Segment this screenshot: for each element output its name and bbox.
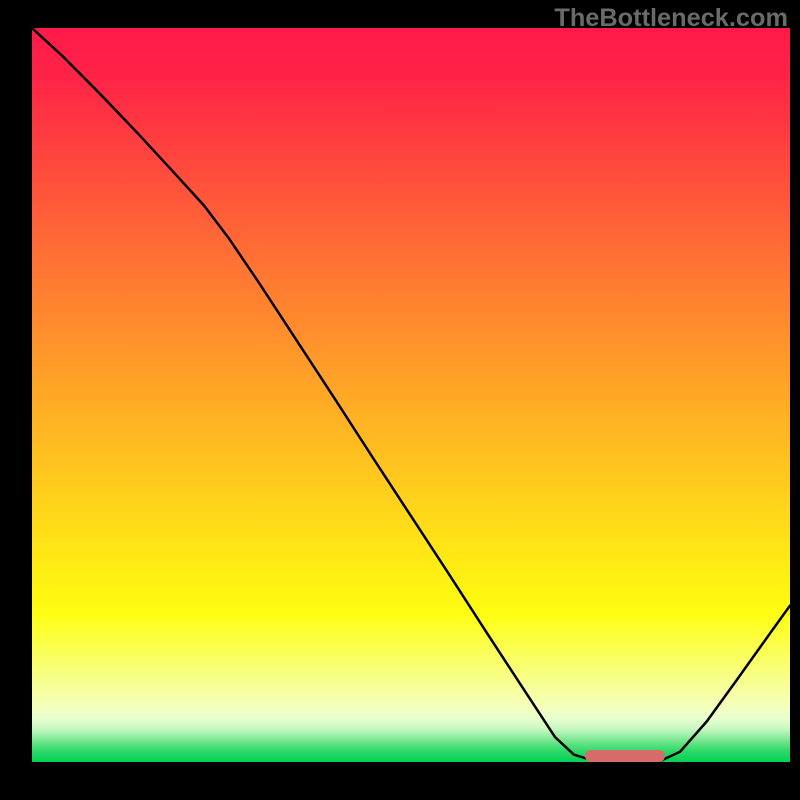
- bottleneck-curve: [32, 28, 790, 762]
- optimal-range-marker: [585, 750, 665, 762]
- chart-container: TheBottleneck.com: [0, 0, 800, 800]
- plot-area: [32, 28, 790, 762]
- curve-path: [32, 28, 790, 762]
- watermark-text: TheBottleneck.com: [554, 4, 788, 33]
